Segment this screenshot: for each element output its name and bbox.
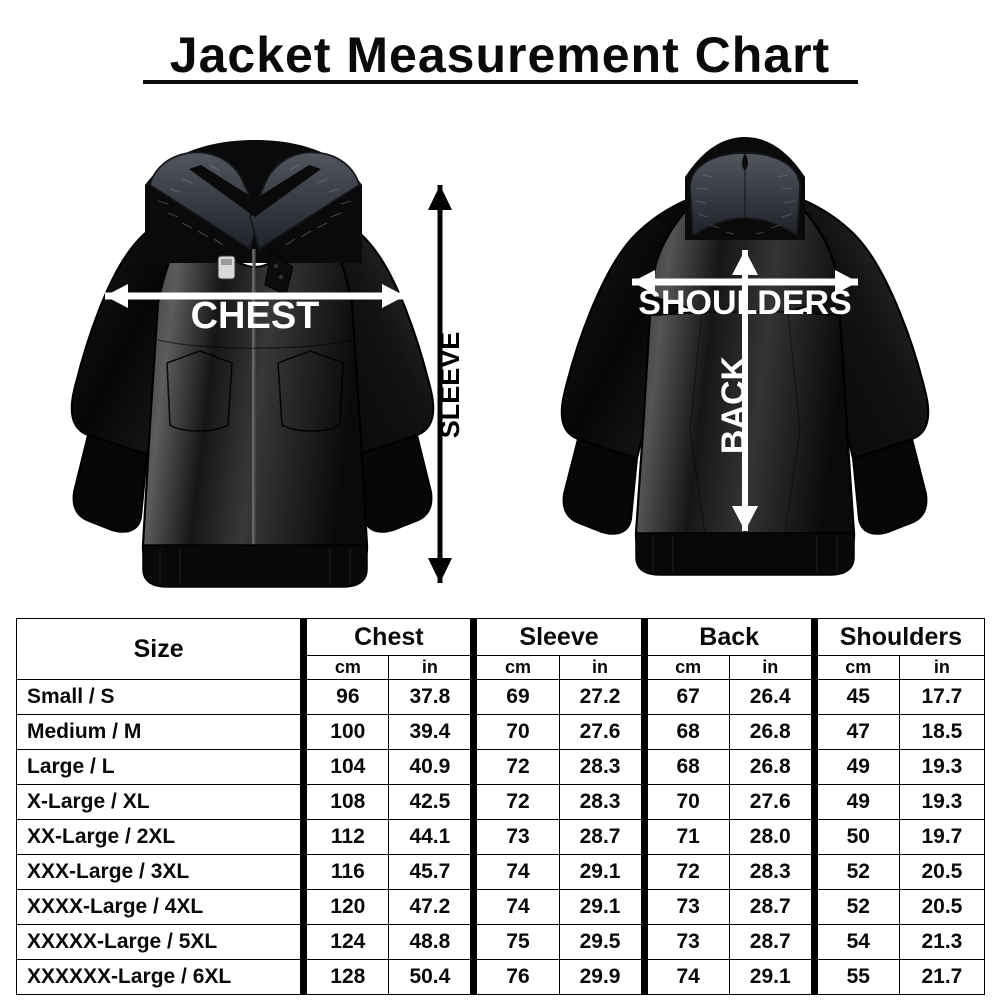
- svg-text:BACK: BACK: [715, 355, 753, 454]
- svg-text:SLEEVE: SLEEVE: [435, 332, 465, 439]
- svg-text:CHEST: CHEST: [191, 295, 320, 337]
